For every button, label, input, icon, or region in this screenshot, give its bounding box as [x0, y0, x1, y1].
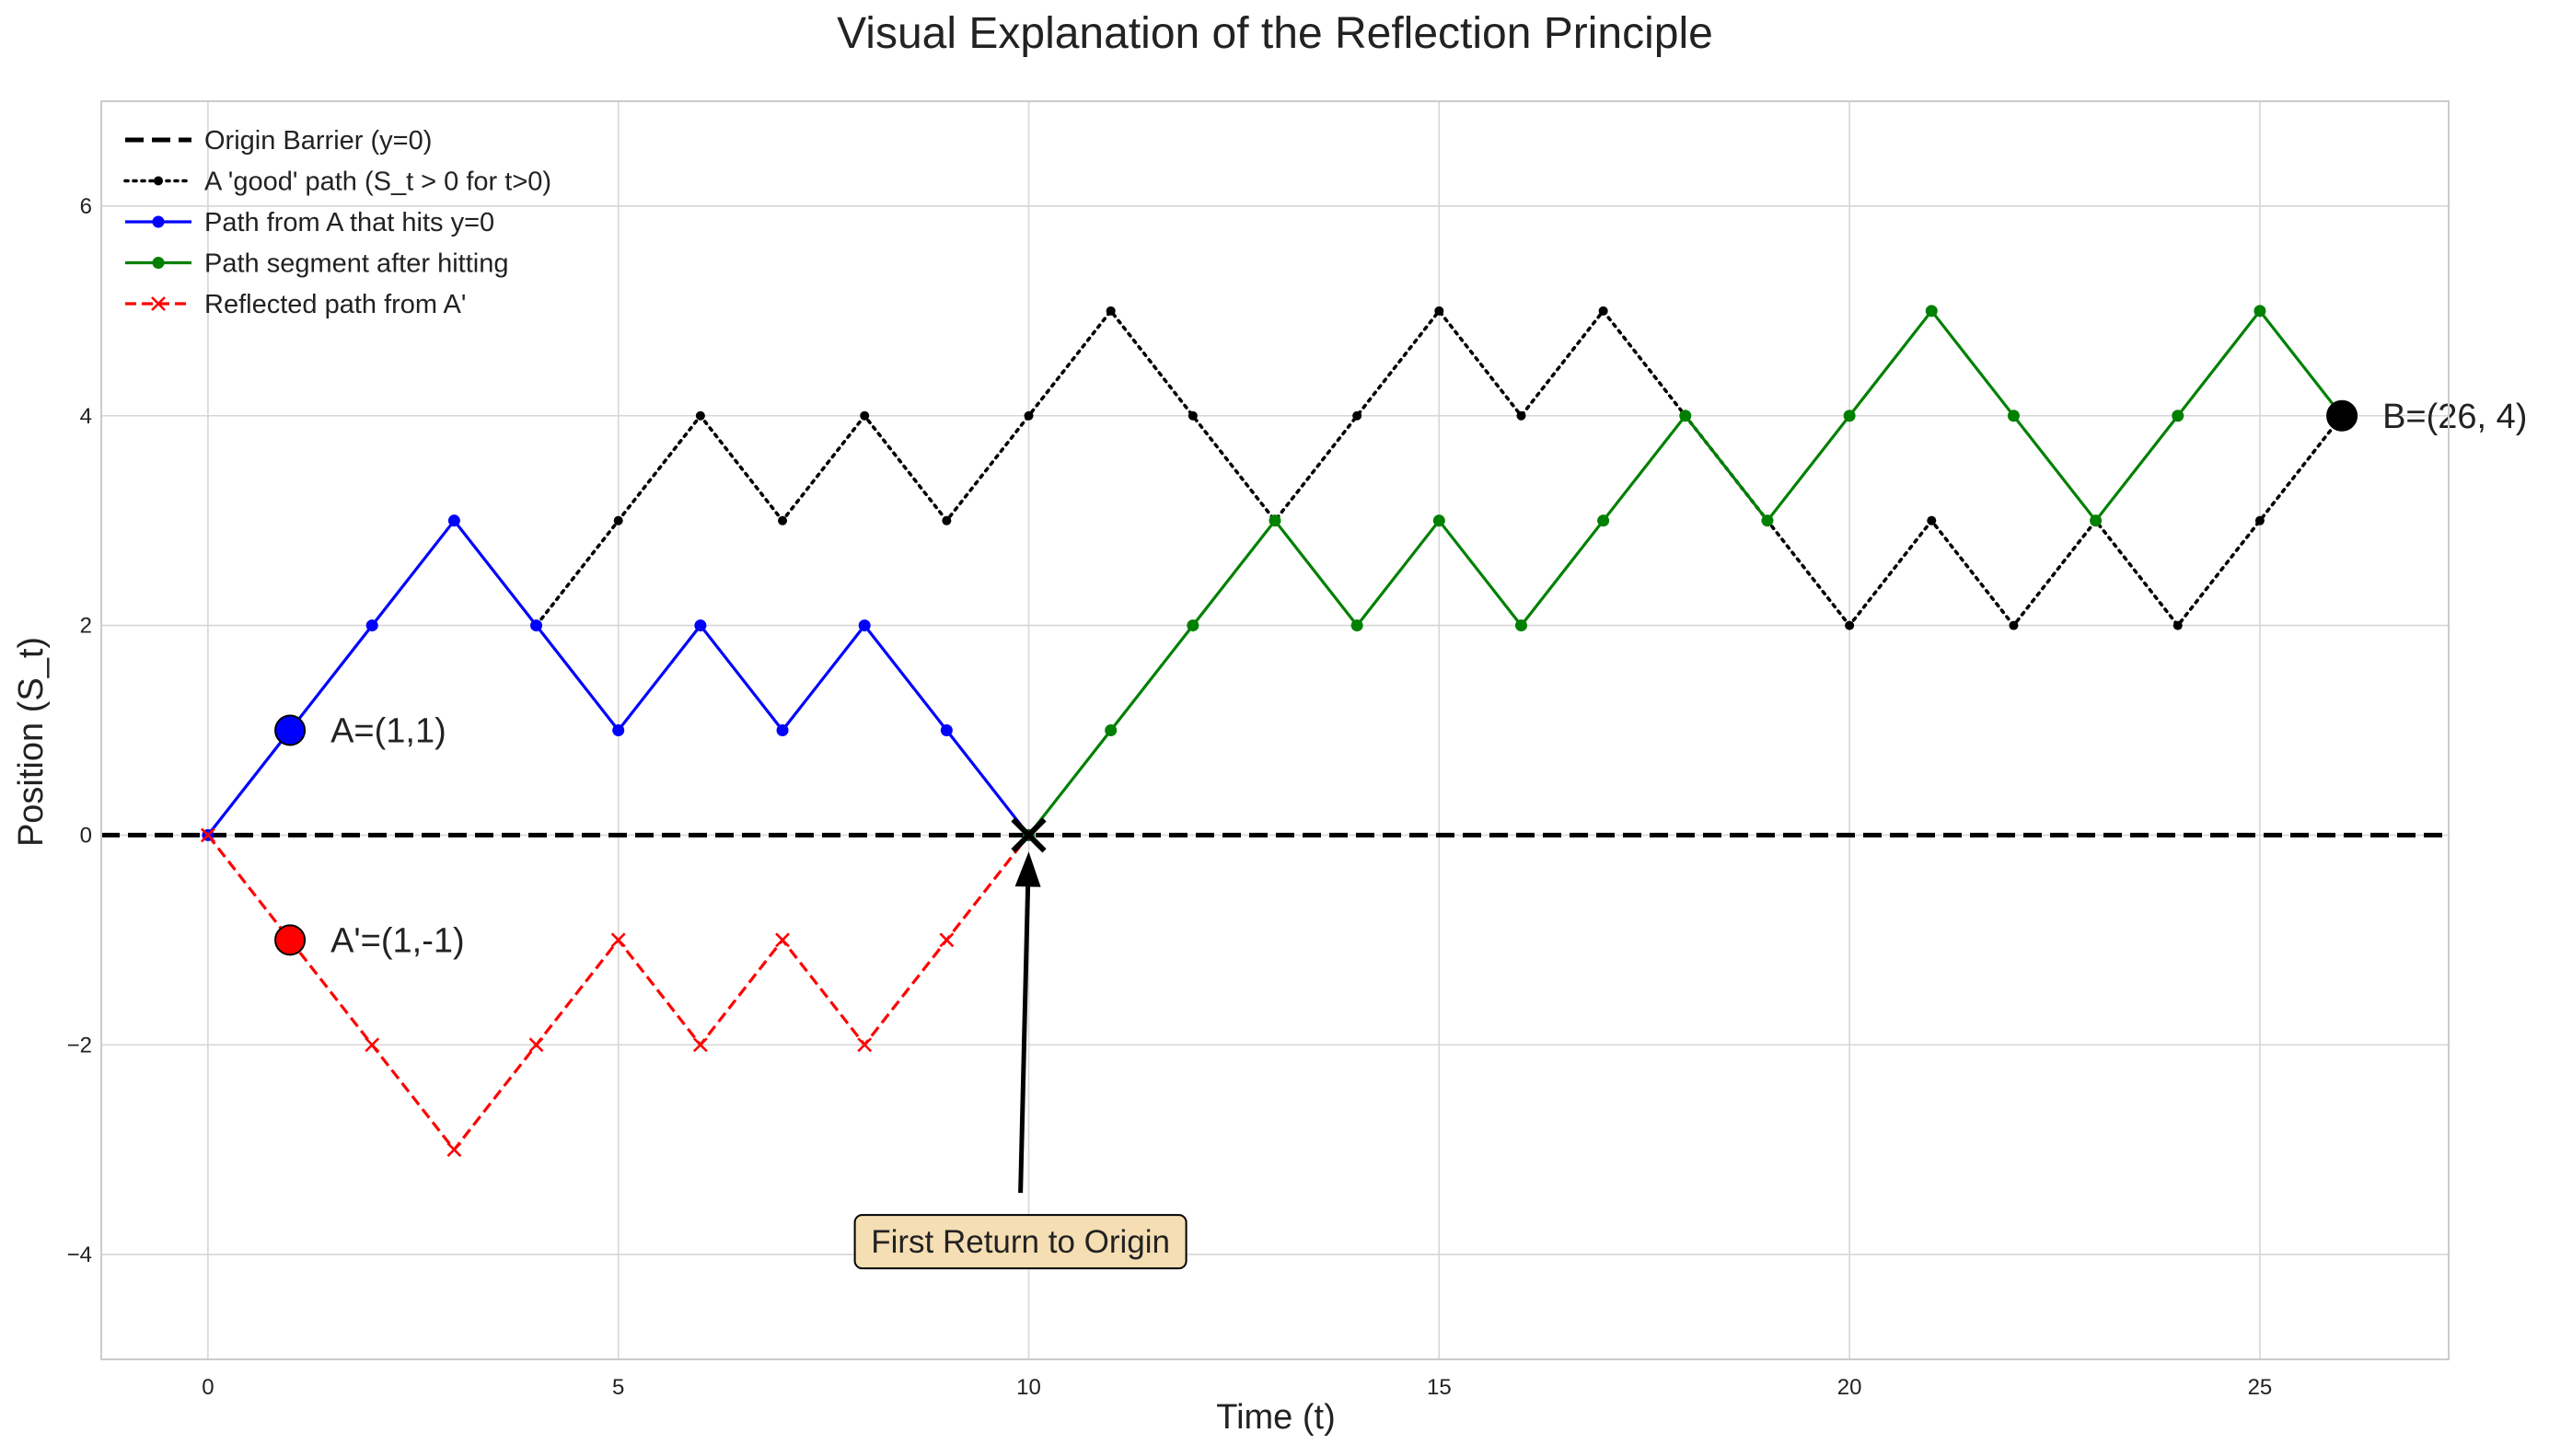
series-2-marker: [1598, 306, 1608, 316]
y-axis-label: Position (S_t): [12, 637, 51, 847]
series-4-marker: [1269, 514, 1281, 527]
series-3-marker: [940, 724, 953, 736]
series-4-marker: [1925, 305, 1938, 318]
points-layer: A=(1,1) A'=(1,-1) B=(26, 4): [274, 398, 2527, 960]
series-4-marker: [1105, 724, 1118, 736]
series-2-marker: [1352, 410, 1362, 421]
y-tick-label: 2: [80, 614, 92, 639]
annotation-text: First Return to Origin: [871, 1224, 1170, 1260]
series-2-marker: [942, 515, 952, 526]
legend-marker-3: [152, 215, 165, 228]
x-axis-label: Time (t): [1216, 1398, 1335, 1437]
chart-title: Visual Explanation of the Reflection Pri…: [837, 9, 1713, 58]
series-5-marker: [775, 932, 790, 948]
series-5-marker: [200, 827, 215, 843]
series-2-marker: [1927, 515, 1937, 526]
x-tick-label: 10: [1016, 1375, 1041, 1400]
annotation-arrow-head: [1014, 851, 1041, 887]
series-3-marker: [612, 724, 625, 736]
annotation-arrow-shaft: [1018, 886, 1031, 1194]
x-tick-label: 15: [1427, 1375, 1452, 1400]
series-5-marker: [857, 1037, 873, 1053]
series-4-marker: [1187, 619, 1199, 632]
series-line-4: [1027, 309, 2344, 837]
point-label-3: B=(26, 4): [2382, 398, 2527, 436]
series-4-marker: [1597, 514, 1610, 527]
series-2-marker: [2009, 620, 2019, 630]
series-2-marker: [1106, 306, 1116, 316]
markers-layer: [200, 305, 2348, 1158]
series-2-marker: [2254, 515, 2265, 526]
series-4-marker: [1679, 410, 1692, 422]
series-2-marker: [1845, 620, 1855, 630]
point-label-1: A=(1,1): [330, 712, 446, 751]
series-2-marker: [1024, 410, 1034, 421]
series-2-marker: [860, 410, 870, 421]
series-3-marker: [858, 619, 871, 632]
series-2-marker: [2172, 620, 2183, 630]
series-2-marker: [1434, 306, 1444, 316]
x-tick-label: 25: [2248, 1375, 2273, 1400]
point-marker-2: [274, 924, 307, 956]
series-5-marker: [528, 1037, 544, 1053]
series-layer: [101, 308, 2449, 1151]
point-marker-1: [274, 714, 307, 746]
y-tick-label: −2: [67, 1033, 92, 1057]
legend-label-3: Path from A that hits y=0: [204, 208, 494, 237]
series-4-marker: [1514, 619, 1527, 632]
series-3-marker: [365, 619, 378, 632]
y-tick-label: −4: [67, 1242, 92, 1267]
legend-label-5: Reflected path from A': [204, 290, 466, 319]
point-label-2: A'=(1,-1): [330, 921, 465, 960]
series-5-marker: [446, 1142, 462, 1158]
y-tick-label: 0: [80, 823, 92, 848]
legend-label-1: Origin Barrier (y=0): [204, 126, 432, 156]
series-2-marker: [613, 515, 623, 526]
series-3-marker: [530, 619, 543, 632]
annotation-box: [853, 1214, 1188, 1270]
series-4-marker: [1432, 514, 1445, 527]
series-2-marker: [778, 515, 788, 526]
legend: Origin Barrier (y=0) A 'good' path (S_t >…: [123, 126, 551, 319]
series-4-marker: [2090, 514, 2103, 527]
series-5-marker: [365, 1037, 380, 1053]
series-4-marker: [1761, 514, 1774, 527]
series-3-marker: [776, 724, 789, 736]
axes-layer: 0 5 10 15 20 25 −4 −2 0 2 4 6: [67, 100, 2450, 1400]
y-tick-label: 4: [80, 404, 92, 429]
legend-label-2: A 'good' path (S_t > 0 for t>0): [204, 168, 551, 197]
legend-marker-4: [152, 257, 165, 269]
series-5-marker: [939, 932, 955, 948]
plot-frame: [100, 100, 2450, 1360]
series-3-marker: [447, 514, 460, 527]
series-4-marker: [1350, 619, 1363, 632]
series-4-marker: [2007, 410, 2020, 422]
legend-marker-5: [151, 296, 166, 311]
point-marker-3: [2326, 399, 2358, 432]
series-4-marker: [2254, 305, 2266, 318]
series-4-marker: [1843, 410, 1856, 422]
x-tick-label: 0: [202, 1375, 214, 1400]
series-3-marker: [694, 619, 707, 632]
x-tick-label: 5: [612, 1375, 624, 1400]
legend-label-4: Path segment after hitting: [204, 249, 508, 279]
legend-marker-2: [154, 176, 163, 186]
series-4-marker: [2172, 410, 2184, 422]
series-5-marker: [692, 1037, 708, 1053]
series-2-marker: [1188, 410, 1198, 421]
series-2-marker: [1516, 410, 1526, 421]
first-return-marker: [1011, 817, 1047, 853]
x-tick-label: 20: [1837, 1375, 1862, 1400]
series-2-marker: [695, 410, 705, 421]
y-tick-label: 6: [80, 194, 92, 219]
annotation-layer: First Return to Origin: [853, 817, 1188, 1270]
series-5-marker: [610, 932, 626, 948]
